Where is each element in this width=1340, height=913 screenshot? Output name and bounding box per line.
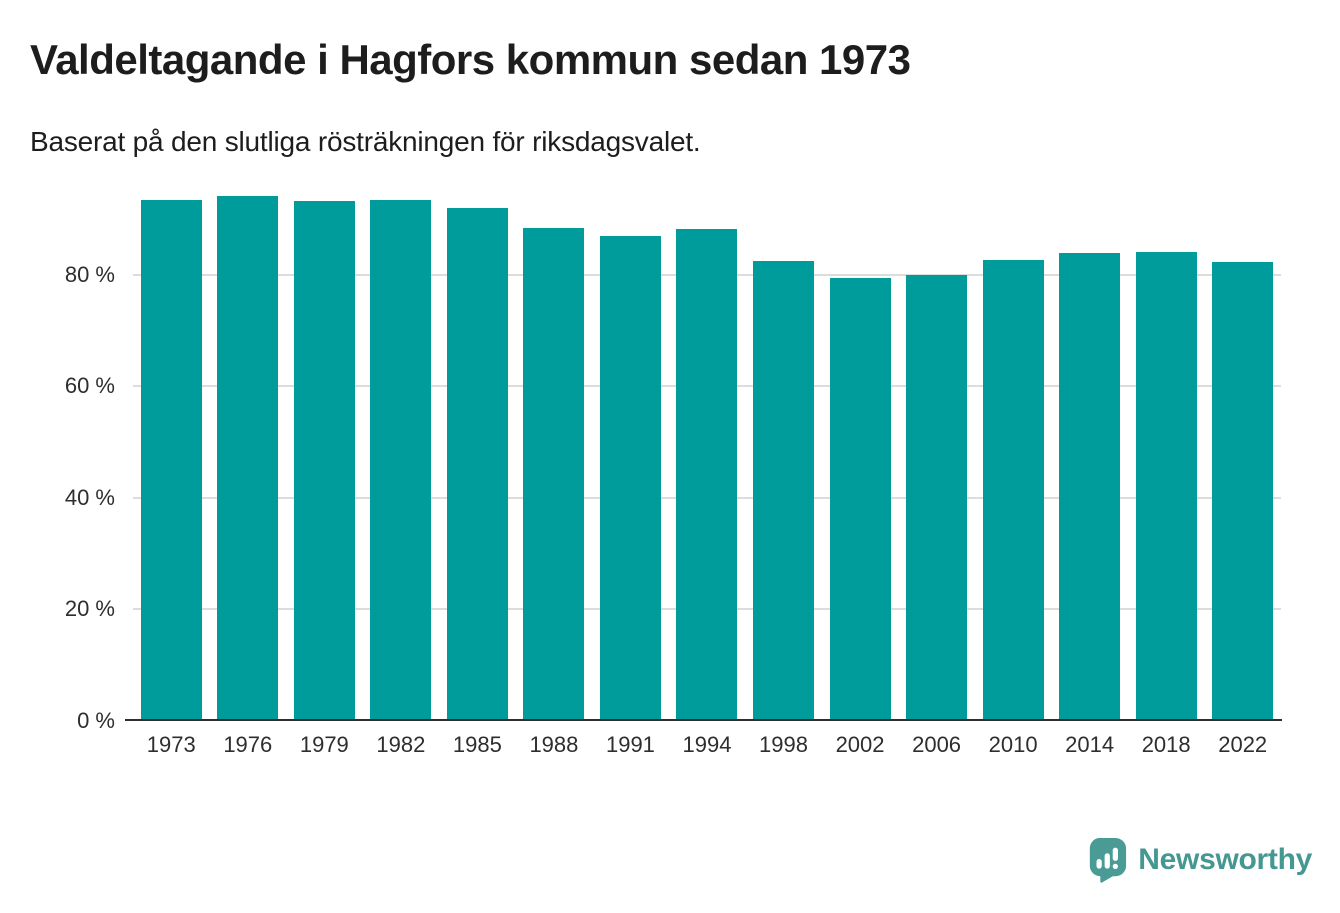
bar-2002 xyxy=(829,277,891,721)
x-axis-tick-labels: 1973 1976 1979 1982 1985 1988 1991 1994 1998 2002… xyxy=(133,731,1281,759)
y-tick-label: 80 % xyxy=(64,261,115,287)
bar-2018 xyxy=(1135,252,1197,721)
bar-2022 xyxy=(1212,261,1274,721)
bar-slot-1985 xyxy=(439,163,516,721)
x-tick-label-1998: 1998 xyxy=(759,732,808,757)
x-tick-label-2018: 2018 xyxy=(1141,732,1191,757)
bar-slot-1991 xyxy=(592,163,669,721)
bar-2006 xyxy=(906,275,968,721)
y-axis-tick-labels: 0 % 20 % 40 % 60 % 80 % xyxy=(0,0,115,913)
bar-slot-1982 xyxy=(363,163,440,721)
bar-1998 xyxy=(753,261,815,721)
x-tick-label-1988: 1988 xyxy=(529,732,579,757)
bar-1973 xyxy=(140,199,202,721)
x-tick-label-2010: 2010 xyxy=(988,732,1038,757)
x-tick-label-1982: 1982 xyxy=(376,732,426,757)
x-tick-label-2014: 2014 xyxy=(1065,732,1115,757)
bar-1976 xyxy=(217,195,279,721)
plot-area xyxy=(133,163,1281,721)
chart-subtitle: Baserat på den slutliga rösträkningen fö… xyxy=(30,126,701,157)
bar-slot-2002 xyxy=(822,163,899,721)
x-tick-label-1976: 1976 xyxy=(223,732,273,757)
x-tick-label-1985: 1985 xyxy=(452,732,502,757)
x-tick-label-2006: 2006 xyxy=(912,732,962,757)
bar-slot-1973 xyxy=(133,163,210,721)
bar-1982 xyxy=(370,199,432,721)
bar-1979 xyxy=(293,200,355,721)
x-tick-label-1973: 1973 xyxy=(146,732,196,757)
bar-slot-1976 xyxy=(210,163,287,721)
bar-1991 xyxy=(599,235,661,721)
bars-row xyxy=(133,163,1281,721)
bar-slot-1988 xyxy=(516,163,593,721)
x-tick-label-1979: 1979 xyxy=(299,732,349,757)
newsworthy-speech-bubble-bar-chart-icon xyxy=(1086,836,1128,883)
bar-slot-2018 xyxy=(1128,163,1205,721)
y-tick-label: 60 % xyxy=(64,373,115,399)
bar-1985 xyxy=(446,207,508,721)
x-tick-label-2002: 2002 xyxy=(835,732,885,757)
x-tick-label-1994: 1994 xyxy=(682,732,732,757)
chart-title: Valdeltagande i Hagfors kommun sedan 197… xyxy=(30,36,911,83)
newsworthy-logo: Newsworthy xyxy=(1086,836,1312,883)
x-tick-label-1991: 1991 xyxy=(605,732,655,757)
newsworthy-wordmark: Newsworthy xyxy=(1138,842,1312,876)
y-tick-label: 0 % xyxy=(77,708,115,733)
bar-slot-2006 xyxy=(898,163,975,721)
bar-2010 xyxy=(982,260,1044,721)
bar-slot-1998 xyxy=(745,163,822,721)
y-tick-label: 20 % xyxy=(64,596,115,622)
x-tick-label-2022: 2022 xyxy=(1218,732,1268,757)
bar-2014 xyxy=(1059,253,1121,721)
bar-1988 xyxy=(523,228,585,721)
bar-1994 xyxy=(676,229,738,721)
bar-slot-2010 xyxy=(975,163,1052,721)
bar-slot-2022 xyxy=(1204,163,1281,721)
x-axis-line xyxy=(125,719,1282,721)
bar-slot-1994 xyxy=(669,163,746,721)
bar-slot-2014 xyxy=(1051,163,1128,721)
bar-slot-1979 xyxy=(286,163,363,721)
y-tick-label: 40 % xyxy=(64,484,115,510)
